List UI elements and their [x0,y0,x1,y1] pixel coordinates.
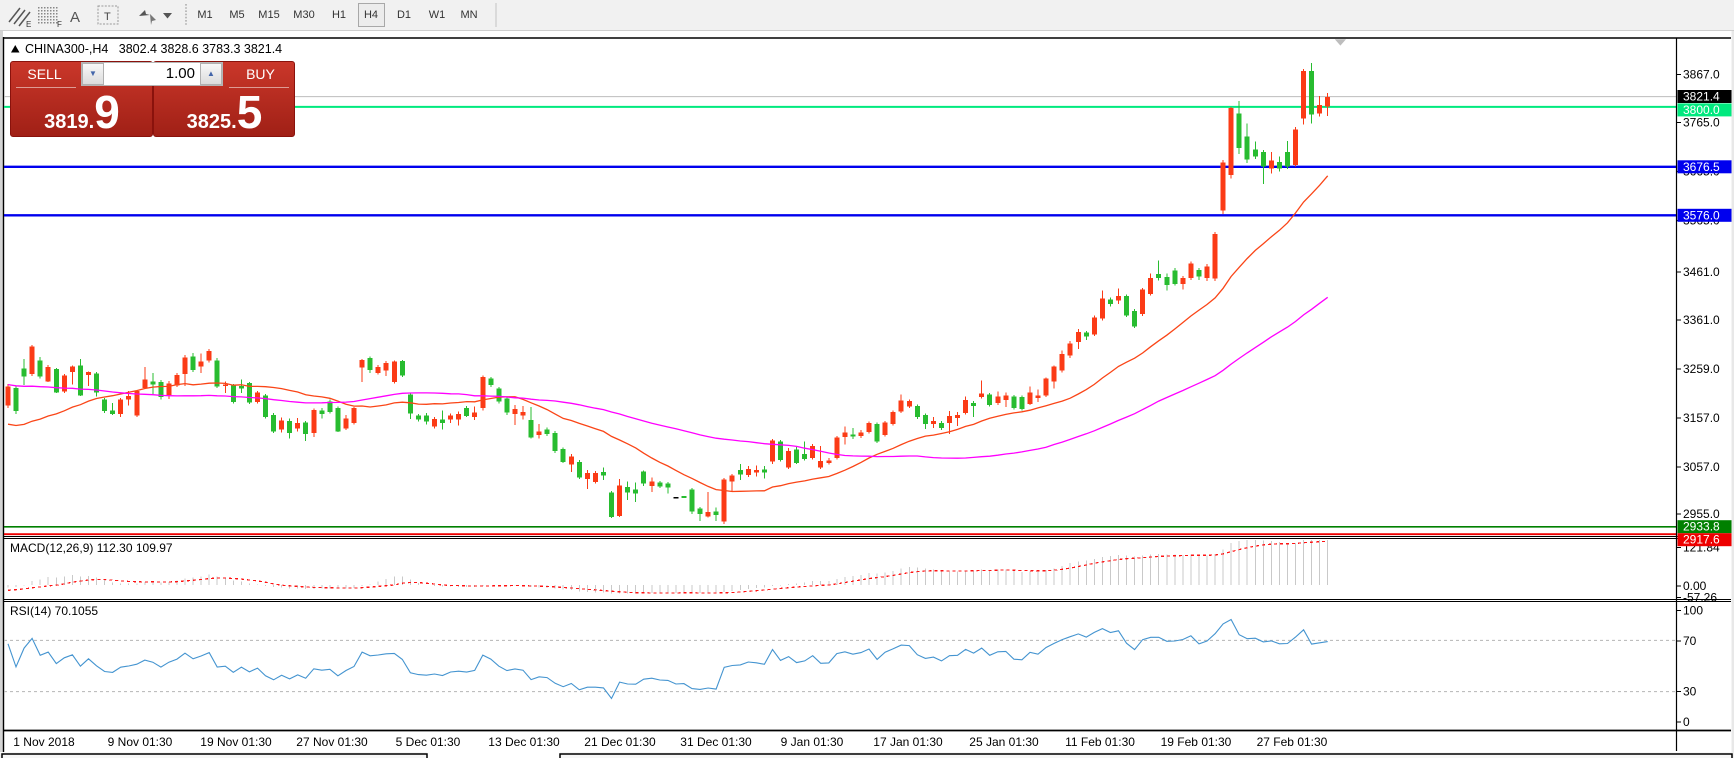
svg-text:E: E [26,20,31,29]
svg-text:3821.4: 3821.4 [1683,90,1720,104]
svg-text:MACD(12,26,9) 112.30 109.97: MACD(12,26,9) 112.30 109.97 [10,541,173,555]
svg-text:9 Nov 01:30: 9 Nov 01:30 [108,735,173,749]
svg-text:-57.26: -57.26 [1683,591,1717,605]
svg-text:F: F [57,20,62,29]
svg-text:CHINA300-,H4 3802.4 3828.6 3: CHINA300-,H4 3802.4 3828.6 3783.3 3821.4 [25,42,282,56]
svg-text:3576.0: 3576.0 [1683,208,1720,222]
svg-text:0.00: 0.00 [1683,579,1707,593]
svg-text:19 Nov 01:30: 19 Nov 01:30 [200,735,272,749]
svg-text:3461.0: 3461.0 [1683,265,1720,279]
svg-text:3361.0: 3361.0 [1683,313,1720,327]
svg-text:2933.8: 2933.8 [1683,520,1720,534]
svg-text:17 Jan 01:30: 17 Jan 01:30 [873,735,943,749]
svg-text:2917.6: 2917.6 [1683,533,1720,547]
svg-text:5 Dec 01:30: 5 Dec 01:30 [396,735,461,749]
svg-text:70: 70 [1683,634,1697,648]
svg-text:100: 100 [1683,604,1703,618]
svg-text:11 Feb 01:30: 11 Feb 01:30 [1065,735,1135,749]
svg-text:27 Nov 01:30: 27 Nov 01:30 [296,735,368,749]
svg-text:3676.5: 3676.5 [1683,160,1720,174]
svg-text:3867.0: 3867.0 [1683,68,1720,82]
svg-text:30: 30 [1683,685,1697,699]
svg-text:13 Dec 01:30: 13 Dec 01:30 [488,735,560,749]
svg-text:1 Nov 2018: 1 Nov 2018 [13,735,75,749]
svg-text:RSI(14) 70.1055: RSI(14) 70.1055 [10,604,98,618]
svg-text:2955.0: 2955.0 [1683,507,1720,521]
svg-text:25 Jan 01:30: 25 Jan 01:30 [969,735,1039,749]
svg-text:3157.0: 3157.0 [1683,411,1720,425]
svg-text:31 Dec 01:30: 31 Dec 01:30 [680,735,752,749]
svg-text:0: 0 [1683,715,1690,729]
svg-text:3765.0: 3765.0 [1683,116,1720,130]
svg-text:3259.0: 3259.0 [1683,362,1720,376]
svg-text:3057.0: 3057.0 [1683,460,1720,474]
svg-text:27 Feb 01:30: 27 Feb 01:30 [1257,735,1328,749]
svg-text:A: A [70,9,80,26]
svg-text:3800.0: 3800.0 [1683,103,1720,117]
svg-text:19 Feb 01:30: 19 Feb 01:30 [1161,735,1232,749]
svg-text:T: T [104,11,111,23]
svg-text:9 Jan 01:30: 9 Jan 01:30 [781,735,844,749]
svg-text:21 Dec 01:30: 21 Dec 01:30 [584,735,656,749]
